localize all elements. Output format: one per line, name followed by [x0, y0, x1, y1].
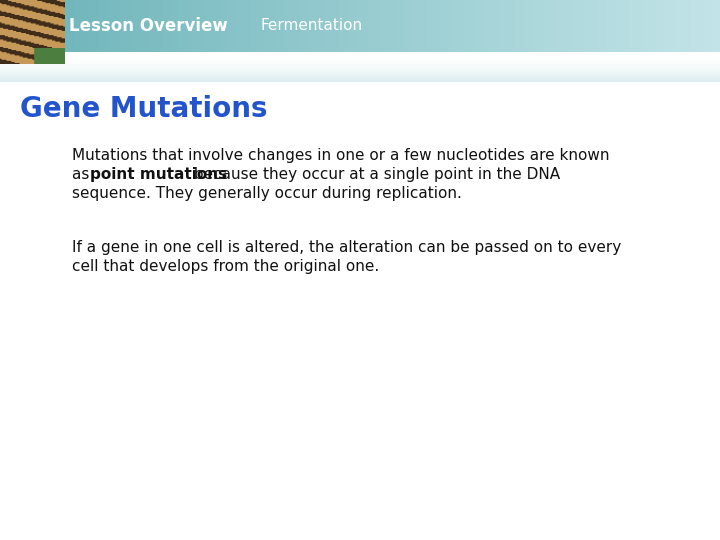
Text: as: as	[72, 167, 94, 182]
Text: Gene Mutations: Gene Mutations	[20, 95, 268, 123]
Text: sequence. They generally occur during replication.: sequence. They generally occur during re…	[72, 186, 462, 201]
Text: cell that develops from the original one.: cell that develops from the original one…	[72, 259, 379, 274]
Text: Mutations that involve changes in one or a few nucleotides are known: Mutations that involve changes in one or…	[72, 148, 610, 163]
Text: If a gene in one cell is altered, the alteration can be passed on to every: If a gene in one cell is altered, the al…	[72, 240, 621, 255]
Text: because they occur at a single point in the DNA: because they occur at a single point in …	[189, 167, 560, 182]
Text: point mutations: point mutations	[90, 167, 228, 182]
Text: Fermentation: Fermentation	[260, 18, 362, 33]
Text: Lesson Overview: Lesson Overview	[69, 17, 228, 35]
